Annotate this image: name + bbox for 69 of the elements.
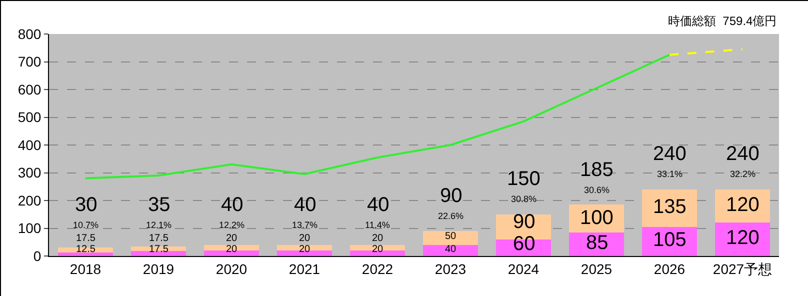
- y-tick-label: 400: [18, 136, 42, 153]
- data-label: 40: [445, 244, 457, 255]
- y-tick-label: 100: [18, 220, 42, 236]
- data-label: 90: [513, 211, 536, 233]
- bar: [423, 231, 478, 245]
- data-label: 20: [299, 233, 311, 244]
- total-label: 40: [294, 194, 316, 216]
- data-label: 17.5: [149, 233, 169, 244]
- y-tick-label: 200: [18, 192, 42, 208]
- y-tick-label: 800: [18, 26, 42, 42]
- data-label: 50: [445, 231, 457, 242]
- total-label: 240: [653, 143, 686, 165]
- data-label: 17.5: [149, 244, 169, 255]
- data-label: 20: [372, 233, 384, 244]
- x-tick-label: 2022: [362, 260, 394, 277]
- total-label: 150: [507, 168, 540, 190]
- bar: [277, 244, 332, 250]
- data-label: 20: [226, 233, 238, 244]
- data-label: 120: [726, 227, 760, 249]
- annotation: 12.1%: [146, 220, 172, 230]
- y-tick-label: 700: [18, 54, 42, 70]
- annotation: 33.1%: [657, 169, 683, 179]
- total-label: 240: [726, 143, 760, 165]
- bar: [350, 244, 405, 250]
- bar: [715, 222, 770, 256]
- data-label: 105: [653, 229, 686, 251]
- data-label: 60: [513, 233, 536, 255]
- annotation: 12.2%: [219, 220, 245, 230]
- x-tick-label: 2024: [508, 260, 540, 277]
- x-tick-label: 2027予想: [712, 260, 772, 277]
- annotation: 30.6%: [584, 185, 610, 195]
- data-label: 135: [653, 196, 686, 218]
- total-label: 90: [440, 185, 462, 207]
- x-tick-label: 2023: [434, 260, 466, 277]
- x-tick-label: 2018: [70, 260, 102, 277]
- text: 時価総額 759.4億円: [668, 14, 777, 28]
- total-label: 185: [580, 159, 614, 181]
- data-label: 12.5: [76, 244, 96, 255]
- annotation: 30.8%: [511, 194, 537, 204]
- bar: [642, 189, 697, 227]
- x-tick-label: 2026: [654, 260, 686, 277]
- annotation: 22.6%: [438, 211, 464, 221]
- total-label: 40: [367, 194, 390, 216]
- data-label: 20: [299, 244, 311, 255]
- bar: [58, 252, 113, 256]
- data-label: 100: [580, 207, 614, 229]
- annotation: 13.7%: [292, 220, 318, 230]
- y-tick-label: 0: [33, 248, 42, 264]
- x-tick-label: 2025: [580, 260, 612, 277]
- total-label: 40: [221, 194, 244, 216]
- annotation: 32.2%: [730, 169, 756, 179]
- data-label: 85: [586, 232, 608, 254]
- y-tick-label: 500: [18, 109, 42, 126]
- data-label: 120: [726, 194, 760, 216]
- bar: [131, 251, 186, 256]
- data-label: 17.5: [76, 233, 96, 244]
- x-tick-label: 2020: [216, 260, 248, 277]
- total-label: 30: [75, 194, 98, 216]
- data-label: 20: [372, 244, 384, 255]
- y-tick-label: 600: [18, 81, 42, 98]
- annotation: 11.4%: [365, 220, 390, 230]
- y-tick-label: 300: [18, 164, 42, 181]
- bar: [423, 244, 478, 256]
- x-tick-label: 2019: [142, 260, 174, 277]
- x-tick-label: 2021: [288, 260, 320, 277]
- total-label: 35: [148, 194, 170, 216]
- data-label: 20: [226, 244, 238, 255]
- bar: [204, 244, 259, 250]
- annotation: 10.7%: [73, 220, 99, 230]
